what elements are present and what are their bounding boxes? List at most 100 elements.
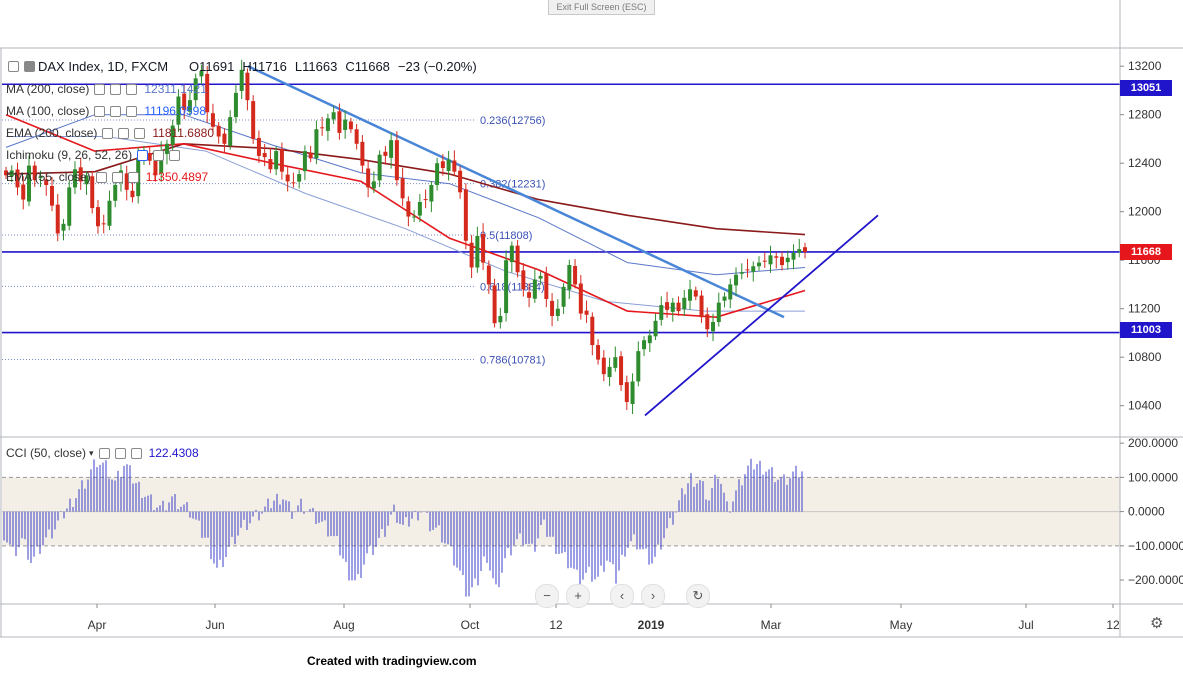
candle-body	[642, 340, 647, 350]
price-tick-label: 13200	[1128, 59, 1162, 73]
candle-body	[256, 137, 261, 156]
cci-value: 122.4308	[148, 446, 199, 460]
eye-icon[interactable]	[102, 127, 114, 139]
close-icon[interactable]	[134, 127, 146, 139]
cci-legend[interactable]: CCI (50, close) ▾ 122.4308	[6, 446, 199, 460]
candle-body	[239, 69, 244, 91]
close-icon[interactable]	[169, 149, 181, 161]
scroll-left-button[interactable]: ‹	[610, 584, 634, 608]
candle-body	[573, 266, 578, 285]
candle-body	[72, 169, 77, 188]
price-tick-label: 11200	[1128, 302, 1161, 316]
candle-body	[676, 302, 681, 312]
candle-body	[279, 149, 284, 172]
time-tick-label: Oct	[461, 618, 480, 632]
indicator-ema55-legend[interactable]: EMA (55, close) 11350.4897	[6, 170, 208, 184]
cci-tick-label: 200.0000	[1128, 436, 1178, 450]
candle-body	[699, 295, 704, 318]
chevron-down-icon[interactable]: ▾	[89, 447, 94, 458]
eye-icon[interactable]	[95, 171, 107, 183]
candle-body	[630, 381, 635, 404]
symbol-color-icon	[24, 61, 35, 72]
eye-icon[interactable]	[94, 83, 106, 95]
candle-body	[130, 190, 135, 198]
candle-body	[429, 185, 434, 202]
gear-icon[interactable]: ⚙	[1150, 615, 1164, 632]
candle-body	[458, 170, 463, 193]
candle-body	[199, 71, 204, 77]
candle-body	[343, 119, 348, 130]
candle-body	[463, 189, 468, 241]
candle-body	[728, 284, 733, 300]
time-tick-label: Apr	[88, 618, 107, 632]
indicator-value: 12311.1421	[144, 82, 207, 96]
zoom-in-button[interactable]: +	[566, 584, 590, 608]
candle-body	[417, 201, 422, 216]
candle-body	[596, 345, 601, 360]
indicator-value: 11350.4897	[145, 170, 209, 184]
change-value: −23 (−0.20%)	[397, 59, 477, 74]
candle-body	[354, 129, 359, 144]
close-icon[interactable]	[127, 171, 139, 183]
candle-body	[55, 204, 60, 234]
gear-icon[interactable]	[118, 127, 130, 139]
close-icon[interactable]	[126, 105, 138, 117]
indicator-ema200-legend[interactable]: EMA (200, close) 11811.6880	[6, 126, 214, 140]
candle-body	[233, 92, 238, 118]
close-icon[interactable]	[130, 447, 142, 459]
eye-icon[interactable]	[137, 149, 149, 161]
candle-body	[711, 322, 716, 332]
candle-body	[124, 173, 129, 190]
gear-icon[interactable]	[153, 149, 165, 161]
candle-body	[613, 357, 618, 368]
close-value: C11668	[345, 59, 390, 74]
fib-level-label: 0.786(10781)	[480, 354, 545, 366]
eye-icon[interactable]	[94, 105, 106, 117]
price-tick-label: 12000	[1128, 205, 1162, 219]
candle-body	[722, 296, 727, 301]
candle-body	[159, 151, 164, 174]
exit-fullscreen-button[interactable]: Exit Full Screen (ESC)	[548, 0, 655, 15]
eye-icon[interactable]	[98, 447, 110, 459]
main-pane[interactable]	[2, 48, 1120, 436]
price-tag-current: 11668	[1120, 244, 1172, 260]
price-tick-label: 10400	[1128, 399, 1162, 413]
candle-body	[509, 245, 514, 263]
candle-body	[538, 275, 543, 279]
gear-icon[interactable]	[114, 447, 126, 459]
candle-body	[348, 121, 353, 130]
close-icon[interactable]	[126, 83, 138, 95]
candle-body	[90, 176, 95, 209]
candle-body	[578, 283, 583, 314]
low-value: L11663	[294, 59, 338, 74]
candle-body	[555, 308, 560, 316]
candle-body	[193, 78, 198, 101]
indicator-label: EMA (200, close)	[6, 126, 98, 140]
indicator-value: 11811.6880	[152, 126, 214, 140]
candle-body	[113, 185, 118, 201]
cci-tick-label: 0.0000	[1128, 505, 1165, 519]
gear-icon[interactable]	[111, 171, 123, 183]
price-tick-label: 12400	[1128, 156, 1162, 170]
indicator-ichimoku-legend[interactable]: Ichimoku (9, 26, 52, 26)	[6, 148, 181, 162]
candle-body	[366, 168, 371, 188]
gear-icon[interactable]	[110, 105, 122, 117]
symbol-legend: DAX Index, 1D, FXCM O11691 H11716 L11663…	[6, 59, 477, 74]
indicator-ma100-legend[interactable]: MA (100, close) 11196.0598	[6, 104, 206, 118]
indicator-ma200-legend[interactable]: MA (200, close) 12311.1421	[6, 82, 207, 96]
indicator-line	[5, 113, 806, 319]
time-tick-label: Jul	[1018, 618, 1033, 632]
price-tag-11003: 11003	[1120, 322, 1172, 338]
gear-icon[interactable]	[110, 83, 122, 95]
collapse-icon[interactable]	[8, 61, 19, 72]
reset-chart-button[interactable]: ↻	[686, 584, 710, 608]
scroll-right-button[interactable]: ›	[641, 584, 665, 608]
symbol-name[interactable]: DAX Index, 1D, FXCM	[38, 59, 169, 74]
zoom-out-button[interactable]: −	[535, 584, 559, 608]
candle-body	[61, 223, 66, 231]
candle-body	[659, 305, 664, 320]
candle-body	[768, 255, 773, 265]
candle-body	[492, 285, 497, 324]
support-trendline	[644, 214, 879, 417]
